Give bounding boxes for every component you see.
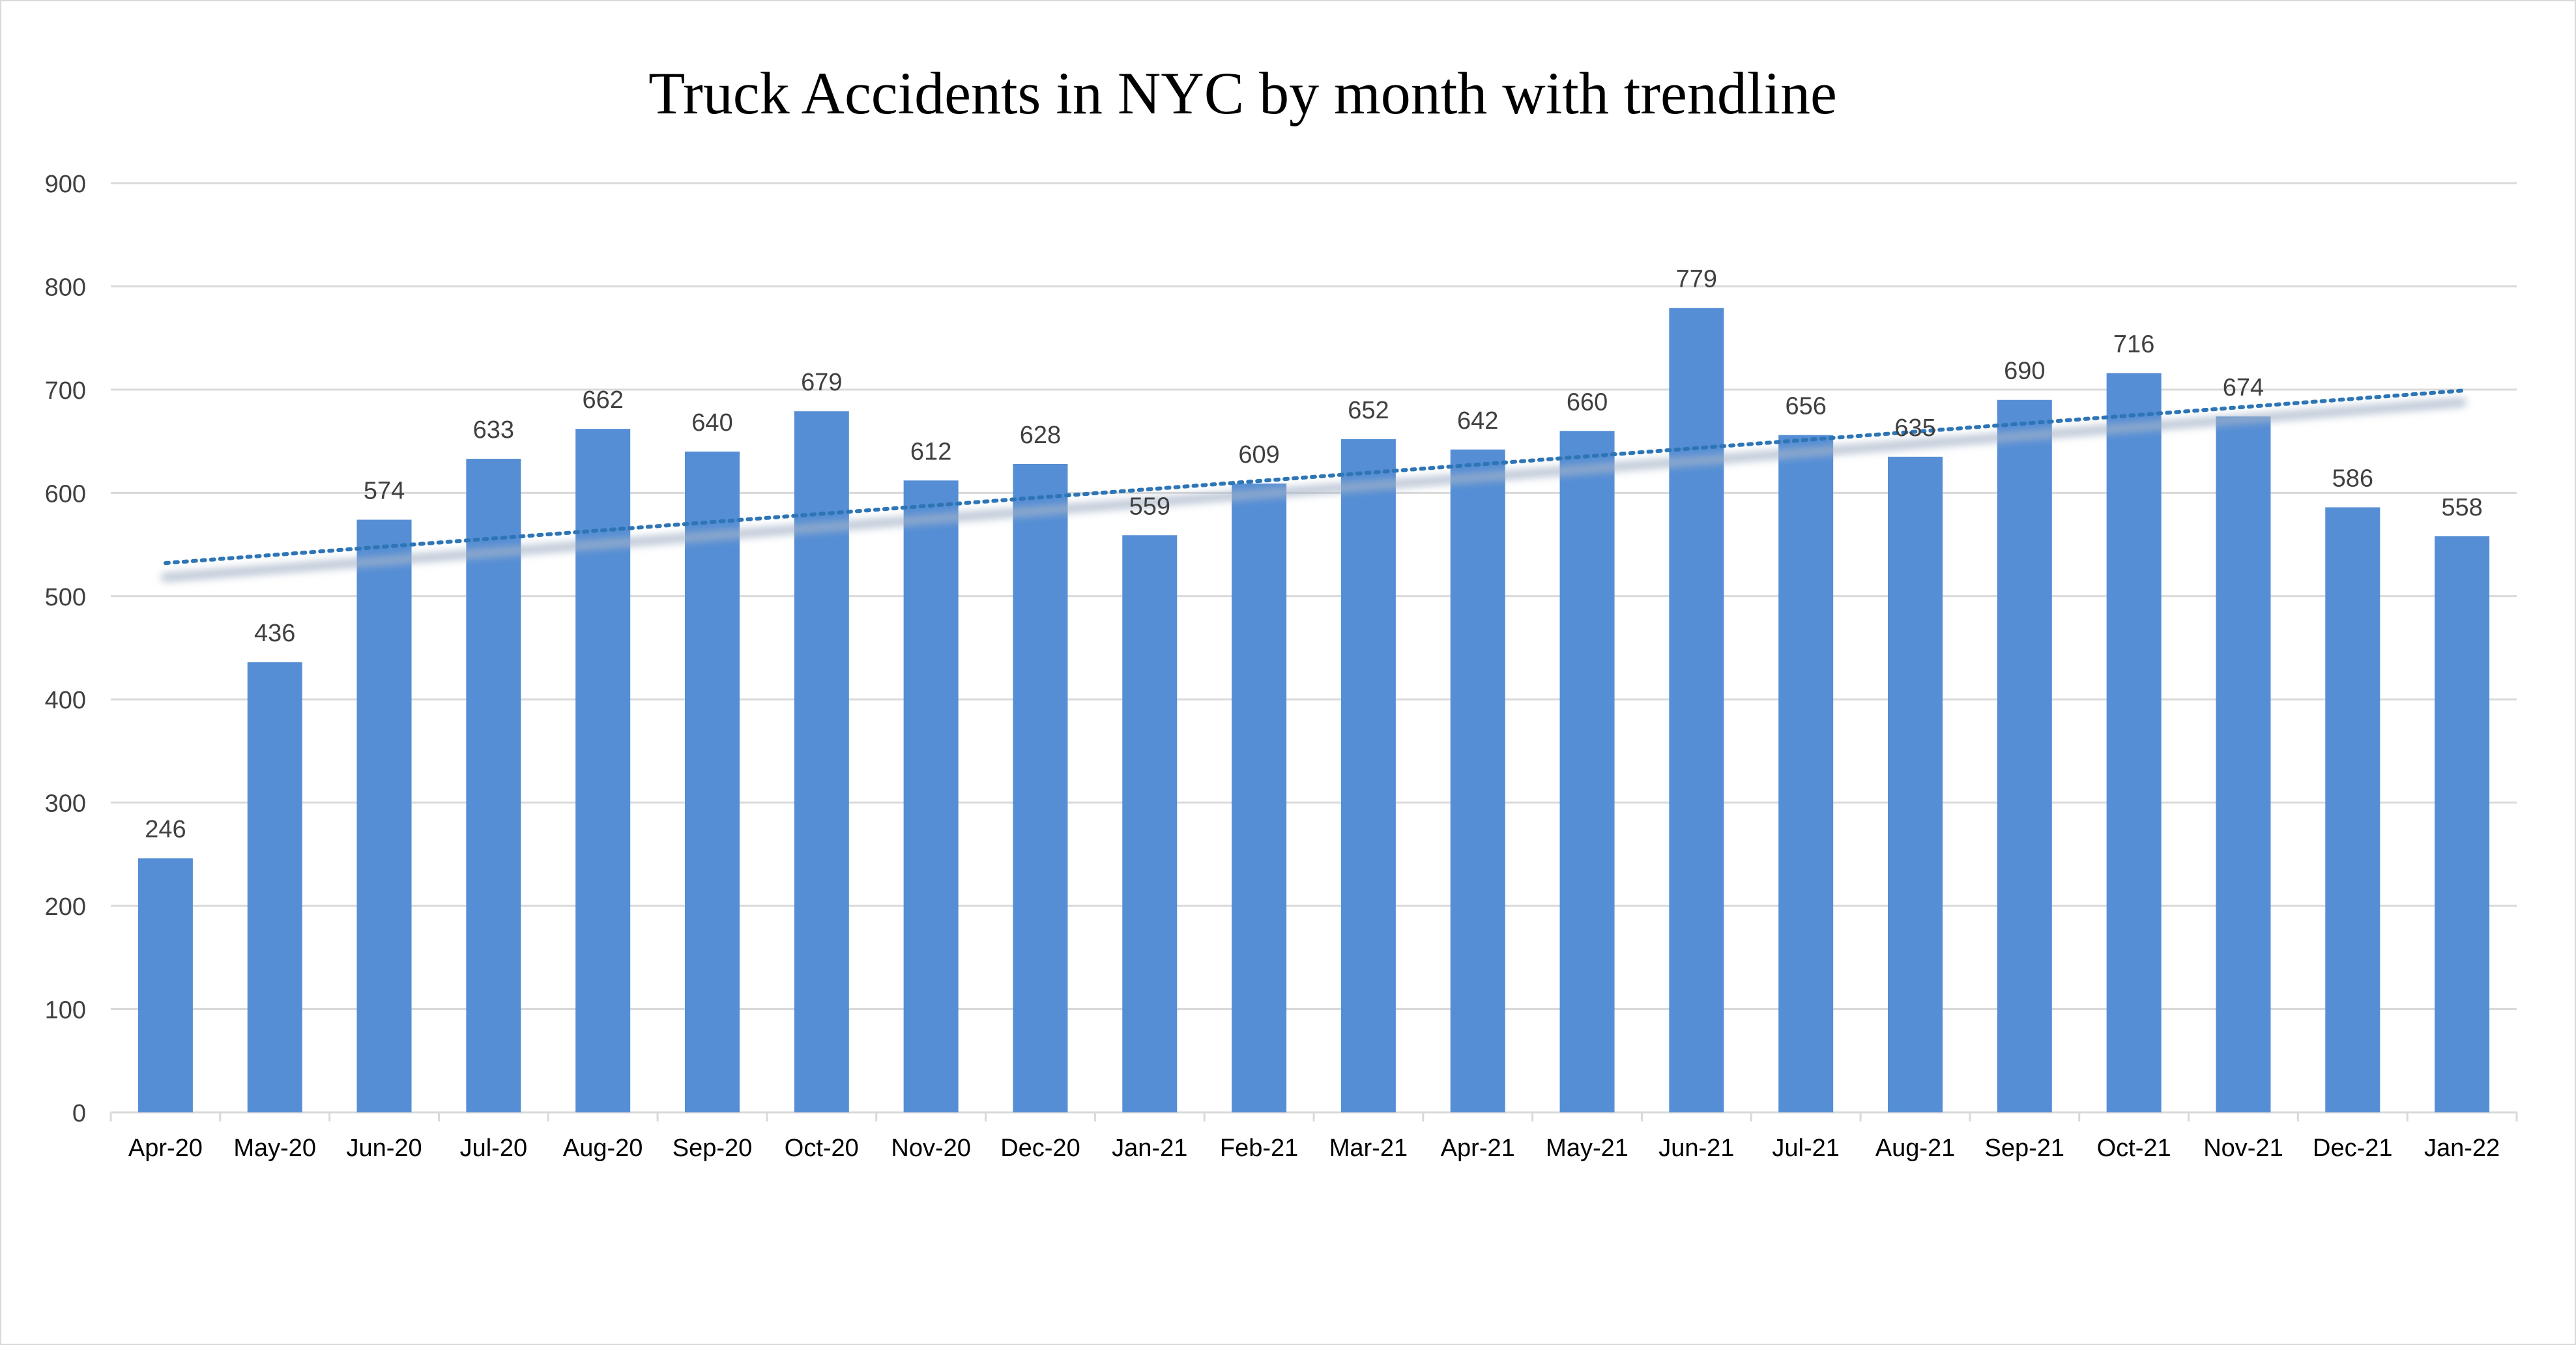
data-label: 716 xyxy=(2113,331,2154,358)
x-tick-label: Jan-22 xyxy=(2424,1135,2500,1162)
data-label: 586 xyxy=(2332,465,2373,493)
x-tick-label: Oct-20 xyxy=(785,1135,859,1162)
data-label: 679 xyxy=(801,369,842,396)
data-label: 640 xyxy=(691,409,732,437)
data-label: 574 xyxy=(364,478,405,505)
data-label: 660 xyxy=(1567,388,1608,416)
data-label: 633 xyxy=(473,416,514,444)
x-tick-label: Apr-20 xyxy=(128,1135,203,1162)
y-tick-label: 500 xyxy=(45,584,86,611)
x-tick-label: Oct-21 xyxy=(2097,1135,2171,1162)
trendline xyxy=(163,388,2465,566)
x-tick-label: Jan-21 xyxy=(1112,1135,1187,1162)
data-label: 628 xyxy=(1020,422,1061,449)
trendline-shadow xyxy=(160,398,2467,583)
x-tick-label: Jul-20 xyxy=(460,1135,528,1162)
chart-title: Truck Accidents in NYC by month with tre… xyxy=(648,60,1837,126)
x-tick-label: Dec-20 xyxy=(1000,1135,1080,1162)
bar xyxy=(247,662,302,1112)
x-tick-label: Feb-21 xyxy=(1220,1135,1298,1162)
data-label: 558 xyxy=(2441,494,2482,521)
y-tick-label: 0 xyxy=(72,1100,86,1127)
x-tick-label: May-21 xyxy=(1546,1135,1628,1162)
x-tick-label: Aug-20 xyxy=(563,1135,643,1162)
bar xyxy=(2106,373,2162,1112)
y-tick-label: 200 xyxy=(45,893,86,921)
y-tick-label: 400 xyxy=(45,687,86,714)
y-tick-label: 300 xyxy=(45,790,86,818)
data-label: 642 xyxy=(1457,407,1498,435)
data-label: 690 xyxy=(2004,358,2045,385)
bar xyxy=(1888,456,1943,1112)
x-tick-label: Mar-21 xyxy=(1329,1135,1408,1162)
x-tick-label: Sep-21 xyxy=(1985,1135,2065,1162)
data-label: 609 xyxy=(1238,441,1279,469)
data-label: 612 xyxy=(910,438,951,465)
x-tick-label: Apr-21 xyxy=(1441,1135,1515,1162)
data-label: 779 xyxy=(1676,266,1717,293)
data-label: 652 xyxy=(1348,397,1389,424)
y-tick-label: 800 xyxy=(45,274,86,301)
bar xyxy=(1122,535,1178,1112)
bar xyxy=(466,459,521,1112)
data-label: 436 xyxy=(254,620,295,647)
x-tick-label: Aug-21 xyxy=(1875,1135,1956,1162)
x-tick-label: Dec-21 xyxy=(2313,1135,2393,1162)
data-label: 559 xyxy=(1129,493,1170,520)
y-tick-label: 600 xyxy=(45,480,86,508)
y-tick-label: 900 xyxy=(45,171,86,198)
data-label: 246 xyxy=(145,816,186,843)
bar xyxy=(1232,484,1287,1112)
bar xyxy=(2325,507,2381,1112)
bar xyxy=(1340,439,1396,1113)
bar xyxy=(1559,431,1615,1113)
bar xyxy=(137,858,193,1112)
data-label: 656 xyxy=(1785,393,1826,420)
bar xyxy=(1997,399,2052,1112)
x-tick-label: Jun-21 xyxy=(1658,1135,1734,1162)
x-tick-label: Nov-20 xyxy=(891,1135,971,1162)
y-tick-label: 700 xyxy=(45,377,86,405)
data-label: 635 xyxy=(1894,414,1935,442)
x-tick-label: Jul-21 xyxy=(1772,1135,1840,1162)
x-tick-label: Nov-21 xyxy=(2203,1135,2283,1162)
bar xyxy=(685,451,740,1112)
x-tick-label: Jun-20 xyxy=(346,1135,422,1162)
bar xyxy=(2216,416,2271,1112)
y-tick-label: 100 xyxy=(45,997,86,1024)
x-tick-label: May-20 xyxy=(233,1135,316,1162)
bar xyxy=(2435,536,2490,1112)
bar xyxy=(356,519,412,1112)
bar xyxy=(1450,449,1505,1112)
data-label: 674 xyxy=(2223,374,2264,401)
bar xyxy=(903,480,959,1112)
x-tick-label: Sep-20 xyxy=(673,1135,753,1162)
bar xyxy=(1669,308,1724,1112)
data-label: 662 xyxy=(582,386,623,414)
bar xyxy=(1778,435,1834,1112)
bar xyxy=(1013,463,1068,1112)
